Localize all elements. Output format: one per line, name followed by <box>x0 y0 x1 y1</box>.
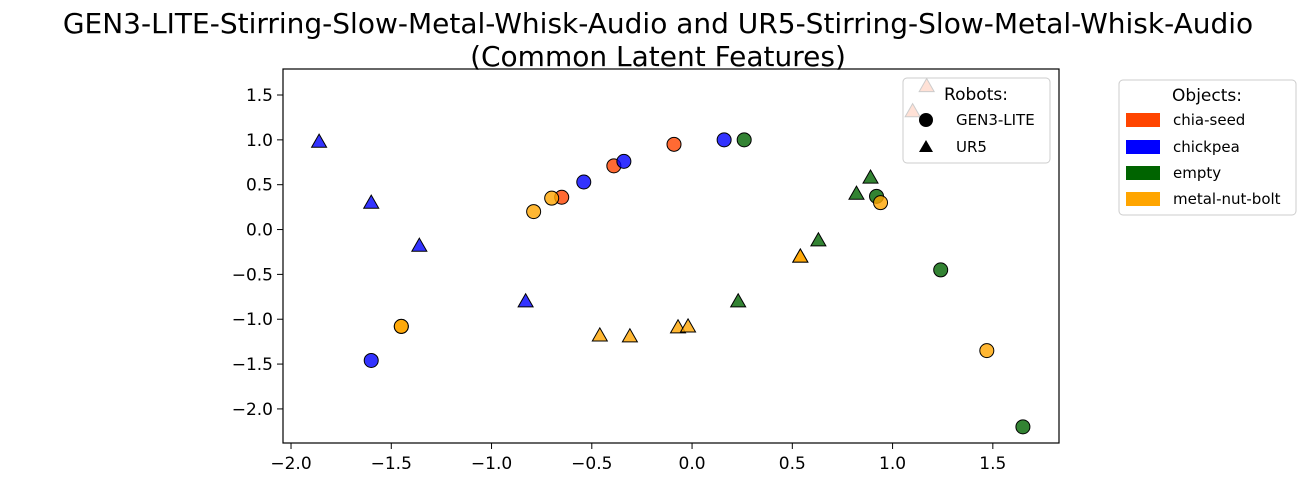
data-point-gen3-lite-chia-seed-0 <box>666 136 682 152</box>
y-tick-label: 1.5 <box>246 86 273 106</box>
y-tick-label: −2.0 <box>232 400 273 420</box>
x-tick-label: −0.5 <box>571 454 612 474</box>
legend-robot-gen3-lite: GEN3-LITE <box>956 111 1035 129</box>
y-tick-label: 1.0 <box>246 131 273 151</box>
data-point-ur5-chickpea-21 <box>410 237 428 252</box>
legend-robot-ur5: UR5 <box>956 138 987 156</box>
legend-swatch-chickpea <box>1126 140 1160 154</box>
data-point-gen3-lite-chickpea-4 <box>616 153 632 169</box>
data-point-ur5-metal-nut-bolt-32 <box>679 317 697 333</box>
data-point-gen3-lite-metal-nut-bolt-13 <box>873 195 889 211</box>
data-point-gen3-lite-empty-9 <box>933 262 949 278</box>
x-tick-label: −1.0 <box>471 454 512 474</box>
data-point-ur5-empty-23 <box>862 169 879 184</box>
x-tick-label: −2.0 <box>270 454 311 474</box>
data-point-ur5-chickpea-19 <box>310 133 328 148</box>
chart-title: GEN3-LITE-Stirring-Slow-Metal-Whisk-Audi… <box>63 7 1253 40</box>
data-point-ur5-chickpea-20 <box>362 194 380 209</box>
data-point-ur5-empty-24 <box>848 185 865 200</box>
legend-object-empty: empty <box>1173 164 1221 182</box>
legend-object-chia-seed: chia-seed <box>1173 111 1245 129</box>
y-tick-label: −1.5 <box>232 355 273 375</box>
data-point-ur5-empty-25 <box>810 231 827 247</box>
x-tick-label: 0.0 <box>679 454 706 474</box>
data-point-ur5-chickpea-22 <box>517 292 534 308</box>
robots-legend: Robots: GEN3-LITE UR5 <box>902 77 1051 164</box>
legend-object-metal-nut-bolt: metal-nut-bolt <box>1173 190 1281 208</box>
y-tick-label: 0.5 <box>246 176 273 196</box>
objects-legend-title: Objects: <box>1172 86 1242 106</box>
data-points <box>310 77 1031 435</box>
y-tick-label: 0.0 <box>246 221 273 241</box>
chart-subtitle: (Common Latent Features) <box>470 40 846 73</box>
x-tick-label: 1.0 <box>879 454 906 474</box>
x-tick-label: 0.5 <box>779 454 806 474</box>
data-point-ur5-metal-nut-bolt-29 <box>591 326 609 342</box>
data-point-gen3-lite-chickpea-6 <box>363 352 379 368</box>
legend-swatch-metal-nut-bolt <box>1126 192 1160 206</box>
data-point-ur5-metal-nut-bolt-28 <box>791 247 809 263</box>
legend-swatch-empty <box>1126 166 1160 180</box>
y-tick-label: −1.0 <box>232 310 273 330</box>
x-tick-label: −1.5 <box>371 454 412 474</box>
robots-legend-title: Robots: <box>944 85 1008 105</box>
data-point-gen3-lite-metal-nut-bolt-14 <box>979 343 995 359</box>
legend-swatch-chia-seed <box>1126 113 1160 127</box>
y-tick-label: −0.5 <box>232 265 273 285</box>
legend-circle-marker <box>919 113 933 127</box>
plot-area-frame <box>282 68 1060 444</box>
x-tick-label: 1.5 <box>979 454 1006 474</box>
data-point-gen3-lite-metal-nut-bolt-11 <box>544 190 560 206</box>
data-point-gen3-lite-empty-7 <box>736 132 752 148</box>
data-point-gen3-lite-chickpea-3 <box>716 132 732 148</box>
objects-legend-box <box>1118 79 1297 216</box>
data-point-gen3-lite-empty-10 <box>1015 419 1031 435</box>
data-point-ur5-empty-26 <box>729 292 747 308</box>
legend-triangle-marker <box>919 140 933 152</box>
objects-legend: Objects: chia-seed chickpea empty metal-… <box>1118 79 1297 216</box>
robots-legend-box <box>902 77 1051 164</box>
data-point-gen3-lite-metal-nut-bolt-16 <box>393 318 409 334</box>
axis-ticks: −2.0 −1.5 −1.0 −0.5 0.0 0.5 1.0 1.5 1.5 1.0 0.5 0.0… <box>232 86 1007 474</box>
data-point-ur5-metal-nut-bolt-30 <box>621 327 639 343</box>
legend-object-chickpea: chickpea <box>1173 138 1240 156</box>
data-point-gen3-lite-chickpea-5 <box>576 174 592 190</box>
data-point-gen3-lite-metal-nut-bolt-12 <box>526 204 542 220</box>
